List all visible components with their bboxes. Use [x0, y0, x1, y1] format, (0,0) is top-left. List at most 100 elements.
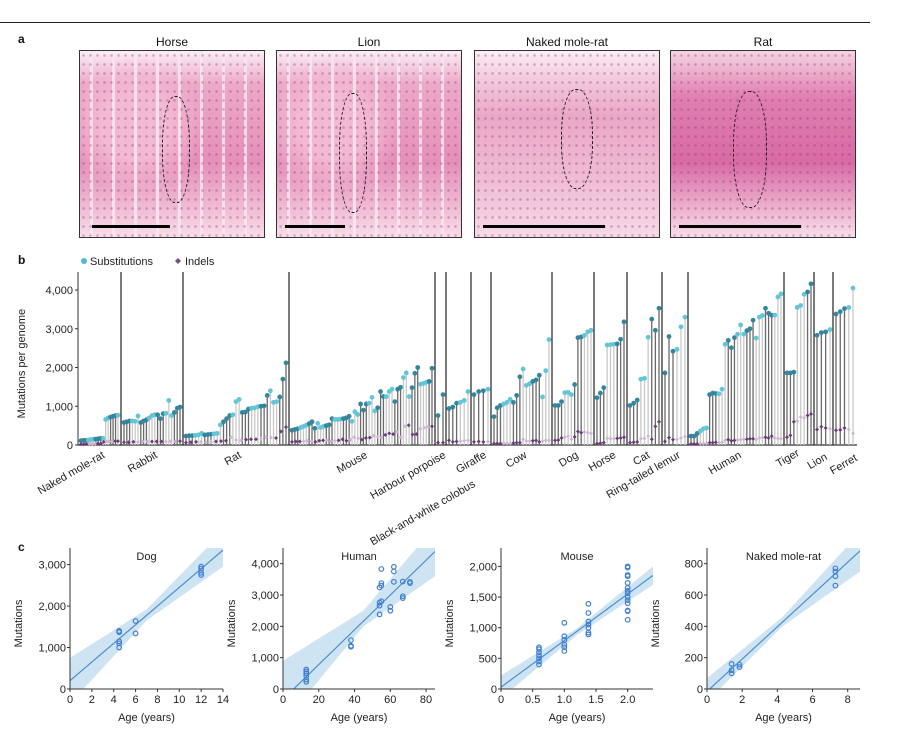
substitution-point [476, 389, 482, 394]
substitution-point [716, 391, 722, 397]
substitution-point [645, 334, 651, 340]
indel-point [501, 441, 506, 446]
substitution-point [372, 408, 378, 414]
indel-point [486, 439, 490, 444]
indel-point [649, 437, 654, 442]
substitution-point [520, 366, 526, 372]
b-y-tick-label: 4,000 [45, 285, 73, 297]
indel-point [178, 439, 182, 444]
data-point [348, 642, 354, 649]
indel-point [458, 439, 463, 444]
indel-point [540, 439, 545, 444]
indel-point [224, 438, 228, 443]
substitution-point [264, 393, 270, 398]
indel-point [754, 437, 759, 442]
data-point [536, 652, 542, 659]
data-point [624, 594, 631, 600]
substitution-point [559, 399, 564, 404]
top-rule [0, 22, 870, 23]
indel-point [704, 441, 709, 446]
substitution-point [491, 414, 497, 420]
data-point [390, 568, 397, 575]
indel-point [562, 435, 567, 440]
indel-point [348, 437, 353, 442]
indel-point [391, 432, 396, 437]
indel-point [476, 439, 481, 444]
b-y-tick-label: 2,000 [45, 363, 73, 375]
indel-point [657, 419, 661, 424]
indel-point [383, 432, 388, 437]
indel-point [514, 440, 519, 445]
indel-point [332, 438, 337, 443]
indel-point [744, 437, 749, 442]
y-tick-label: 1,000 [38, 643, 66, 655]
x-tick-label: 20 [313, 694, 325, 706]
data-point [378, 582, 385, 589]
indel-point [611, 436, 616, 441]
indel-point [107, 439, 112, 444]
data-point [387, 604, 394, 610]
indel-point [214, 439, 218, 444]
indel-point [615, 436, 620, 441]
substitution-point [277, 394, 283, 400]
substitution-point [315, 420, 321, 426]
substitution-point [401, 375, 406, 380]
x-tick-label: 0 [67, 694, 73, 706]
indel-point [234, 437, 238, 442]
substitution-point [572, 382, 578, 387]
substitution-point [594, 395, 600, 401]
indel-point [219, 439, 223, 444]
x-axis-label: Age (years) [118, 712, 175, 724]
indel-point [81, 442, 86, 447]
substitution-point [163, 410, 169, 416]
indel-point [527, 439, 532, 444]
indel-point [553, 438, 557, 443]
substitution-point [536, 372, 542, 378]
y-tick-label: 500 [479, 653, 497, 665]
y-tick-label: 0 [60, 684, 66, 696]
indel-point [663, 439, 667, 444]
data-point [387, 607, 394, 614]
substitution-point [582, 332, 587, 338]
substitution-point [450, 404, 456, 410]
indel-point [508, 441, 513, 446]
indel-point [98, 441, 103, 446]
data-point [116, 640, 123, 647]
substitution-point [634, 397, 640, 403]
indel-point [589, 431, 593, 436]
indel-point [738, 437, 743, 442]
substitution-point [666, 334, 672, 339]
data-point [407, 578, 413, 585]
indel-point [547, 438, 551, 443]
indel-point [618, 436, 623, 441]
legend-indels-label: Indels [185, 256, 215, 268]
data-point [536, 655, 542, 662]
substitution-point [738, 322, 744, 328]
substitution-point [533, 377, 539, 383]
indel-point [846, 427, 851, 432]
substitution-point [389, 386, 395, 392]
indel-point [360, 437, 364, 442]
substitution-point [415, 365, 421, 370]
indel-point [122, 440, 126, 445]
indel-point [430, 424, 434, 429]
indel-point [244, 437, 248, 442]
indel-point [842, 425, 847, 430]
x-tick-label: 0 [498, 694, 504, 706]
indel-point [707, 440, 712, 445]
scale-bar [285, 225, 345, 228]
indel-point [653, 424, 658, 429]
substitution-point [750, 317, 756, 323]
substitution-point [446, 406, 452, 411]
indel-point [646, 434, 651, 439]
data-point [624, 616, 631, 623]
group-label-ferret: Ferret [828, 452, 859, 477]
indel-point [511, 441, 516, 446]
indel-point [301, 439, 306, 444]
data-point [728, 661, 735, 667]
x-tick-label: 6 [133, 694, 139, 706]
indel-point [168, 439, 173, 444]
data-point [585, 618, 592, 625]
indel-point [575, 429, 580, 434]
substitution-point [378, 389, 383, 394]
